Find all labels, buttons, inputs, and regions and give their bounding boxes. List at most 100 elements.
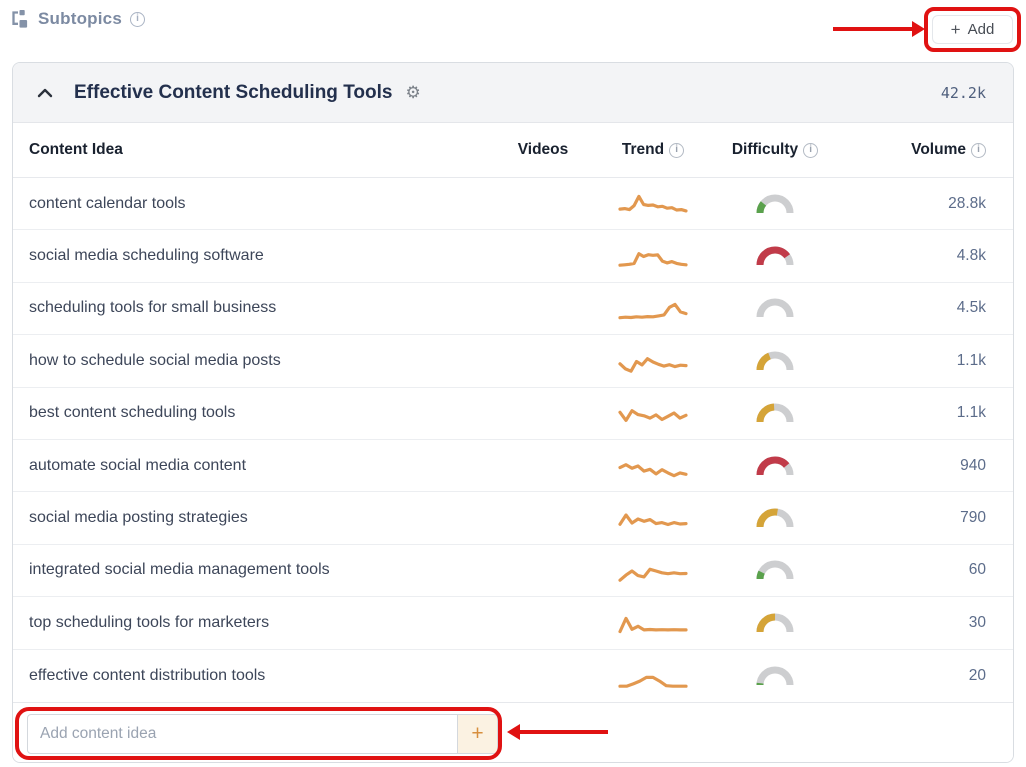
difficulty-cell — [713, 507, 837, 529]
difficulty-gauge — [756, 613, 794, 633]
add-content-idea-input[interactable] — [27, 713, 458, 754]
trend-sparkline — [618, 568, 688, 583]
volume-cell: 60 — [968, 561, 986, 579]
difficulty-gauge — [756, 403, 794, 423]
column-videos: Videos — [517, 141, 569, 158]
content-idea-cell: scheduling tools for small business — [29, 299, 277, 317]
table-row[interactable]: automate social media content 940 — [13, 439, 1013, 493]
add-idea-input-group: + — [27, 713, 498, 754]
trend-cell — [593, 398, 713, 428]
table-body: content calendar tools 28.8k social medi… — [13, 178, 1013, 702]
trend-cell — [593, 661, 713, 691]
table-row[interactable]: social media scheduling software 4.8k — [13, 230, 1013, 283]
add-button[interactable]: + Add — [932, 15, 1013, 44]
volume-cell: 4.8k — [956, 247, 986, 265]
trend-sparkline — [618, 303, 688, 320]
volume-cell: 1.1k — [956, 351, 986, 369]
difficulty-cell — [713, 612, 837, 634]
table-row[interactable]: best content scheduling tools 1.1k — [13, 387, 1013, 440]
table-row[interactable]: integrated social media management tools… — [13, 544, 1013, 598]
volume-cell: 940 — [960, 456, 986, 474]
difficulty-gauge — [756, 351, 794, 371]
difficulty-cell — [713, 455, 837, 477]
trend-info-icon[interactable]: i — [669, 142, 685, 158]
difficulty-cell — [713, 559, 837, 581]
difficulty-cell — [713, 245, 837, 267]
trend-sparkline — [618, 513, 688, 527]
content-idea-cell: integrated social media management tools — [29, 561, 330, 579]
trend-sparkline — [618, 675, 688, 688]
column-difficulty-label: Difficulty — [731, 141, 799, 158]
table-row[interactable]: how to schedule social media posts 1.1k — [13, 335, 1013, 388]
content-idea-cell: effective content distribution tools — [29, 666, 266, 684]
trend-sparkline — [618, 356, 688, 373]
volume-cell: 4.5k — [956, 299, 986, 317]
trend-cell — [593, 608, 713, 638]
difficulty-cell — [713, 350, 837, 372]
trend-cell — [593, 293, 713, 323]
column-difficulty: Difficulty i — [713, 141, 837, 159]
column-trend-label: Trend — [621, 141, 665, 158]
total-volume: 42.2k — [940, 83, 986, 102]
trend-cell — [593, 555, 713, 585]
subtopics-hierarchy-icon — [12, 10, 28, 28]
difficulty-gauge — [756, 299, 794, 318]
volume-info-icon[interactable]: i — [971, 142, 986, 158]
difficulty-cell — [713, 665, 837, 687]
volume-cell: 30 — [968, 613, 986, 631]
difficulty-gauge — [756, 194, 794, 214]
volume-cell: 28.8k — [948, 194, 986, 212]
annotation-arrow-add — [833, 21, 925, 37]
subtopics-header: Subtopics i — [10, 9, 145, 29]
difficulty-gauge — [756, 246, 794, 266]
table-row[interactable]: content calendar tools 28.8k — [13, 178, 1013, 231]
column-volume: Volume i — [837, 141, 986, 159]
column-content-idea: Content Idea — [29, 141, 123, 158]
annotation-arrow-input — [507, 723, 608, 740]
subtopic-card: Effective Content Scheduling Tools ⚙ 42.… — [12, 62, 1014, 763]
subtopics-info-icon[interactable]: i — [129, 11, 145, 27]
card-header: Effective Content Scheduling Tools ⚙ 42.… — [13, 63, 1013, 123]
content-idea-cell: automate social media content — [29, 456, 247, 474]
annotation-box-add: + Add — [924, 7, 1021, 52]
table-header-row: Content Idea Videos Trend i Difficulty i… — [13, 123, 1013, 178]
plus-icon: + — [950, 20, 961, 39]
table-row[interactable]: scheduling tools for small business 4.5k — [13, 282, 1013, 336]
trend-sparkline — [618, 616, 688, 634]
volume-cell: 1.1k — [956, 404, 986, 422]
add-idea-plus-button[interactable]: + — [458, 713, 498, 754]
difficulty-gauge — [756, 561, 794, 580]
collapse-chevron-icon[interactable] — [37, 88, 53, 98]
trend-sparkline — [618, 409, 688, 423]
subtopics-title: Subtopics — [38, 9, 122, 28]
trend-sparkline — [618, 194, 688, 213]
content-idea-cell: best content scheduling tools — [29, 404, 236, 422]
card-footer: + — [13, 701, 1013, 762]
content-idea-cell: social media scheduling software — [29, 247, 264, 265]
table-row[interactable]: top scheduling tools for marketers 30 — [13, 597, 1013, 650]
content-idea-cell: how to schedule social media posts — [29, 351, 281, 369]
difficulty-gauge — [756, 508, 794, 528]
volume-cell: 790 — [960, 509, 986, 527]
trend-sparkline — [618, 252, 688, 267]
gear-icon[interactable]: ⚙ — [405, 83, 421, 102]
content-idea-cell: top scheduling tools for marketers — [29, 613, 270, 631]
add-button-label: Add — [967, 21, 995, 38]
difficulty-cell — [713, 402, 837, 424]
difficulty-cell — [713, 193, 837, 215]
column-volume-label: Volume — [911, 141, 966, 158]
volume-cell: 20 — [968, 666, 986, 684]
trend-cell — [593, 189, 713, 219]
trend-cell — [593, 241, 713, 271]
difficulty-gauge — [756, 456, 794, 475]
content-idea-cell: content calendar tools — [29, 194, 186, 212]
column-trend: Trend i — [593, 141, 713, 159]
difficulty-gauge — [756, 666, 794, 686]
table-row[interactable]: effective content distribution tools 20 — [13, 649, 1013, 702]
table-row[interactable]: social media posting strategies 790 — [13, 492, 1013, 545]
difficulty-info-icon[interactable]: i — [803, 142, 819, 158]
trend-cell — [593, 451, 713, 481]
difficulty-cell — [713, 297, 837, 319]
trend-sparkline — [618, 462, 688, 477]
